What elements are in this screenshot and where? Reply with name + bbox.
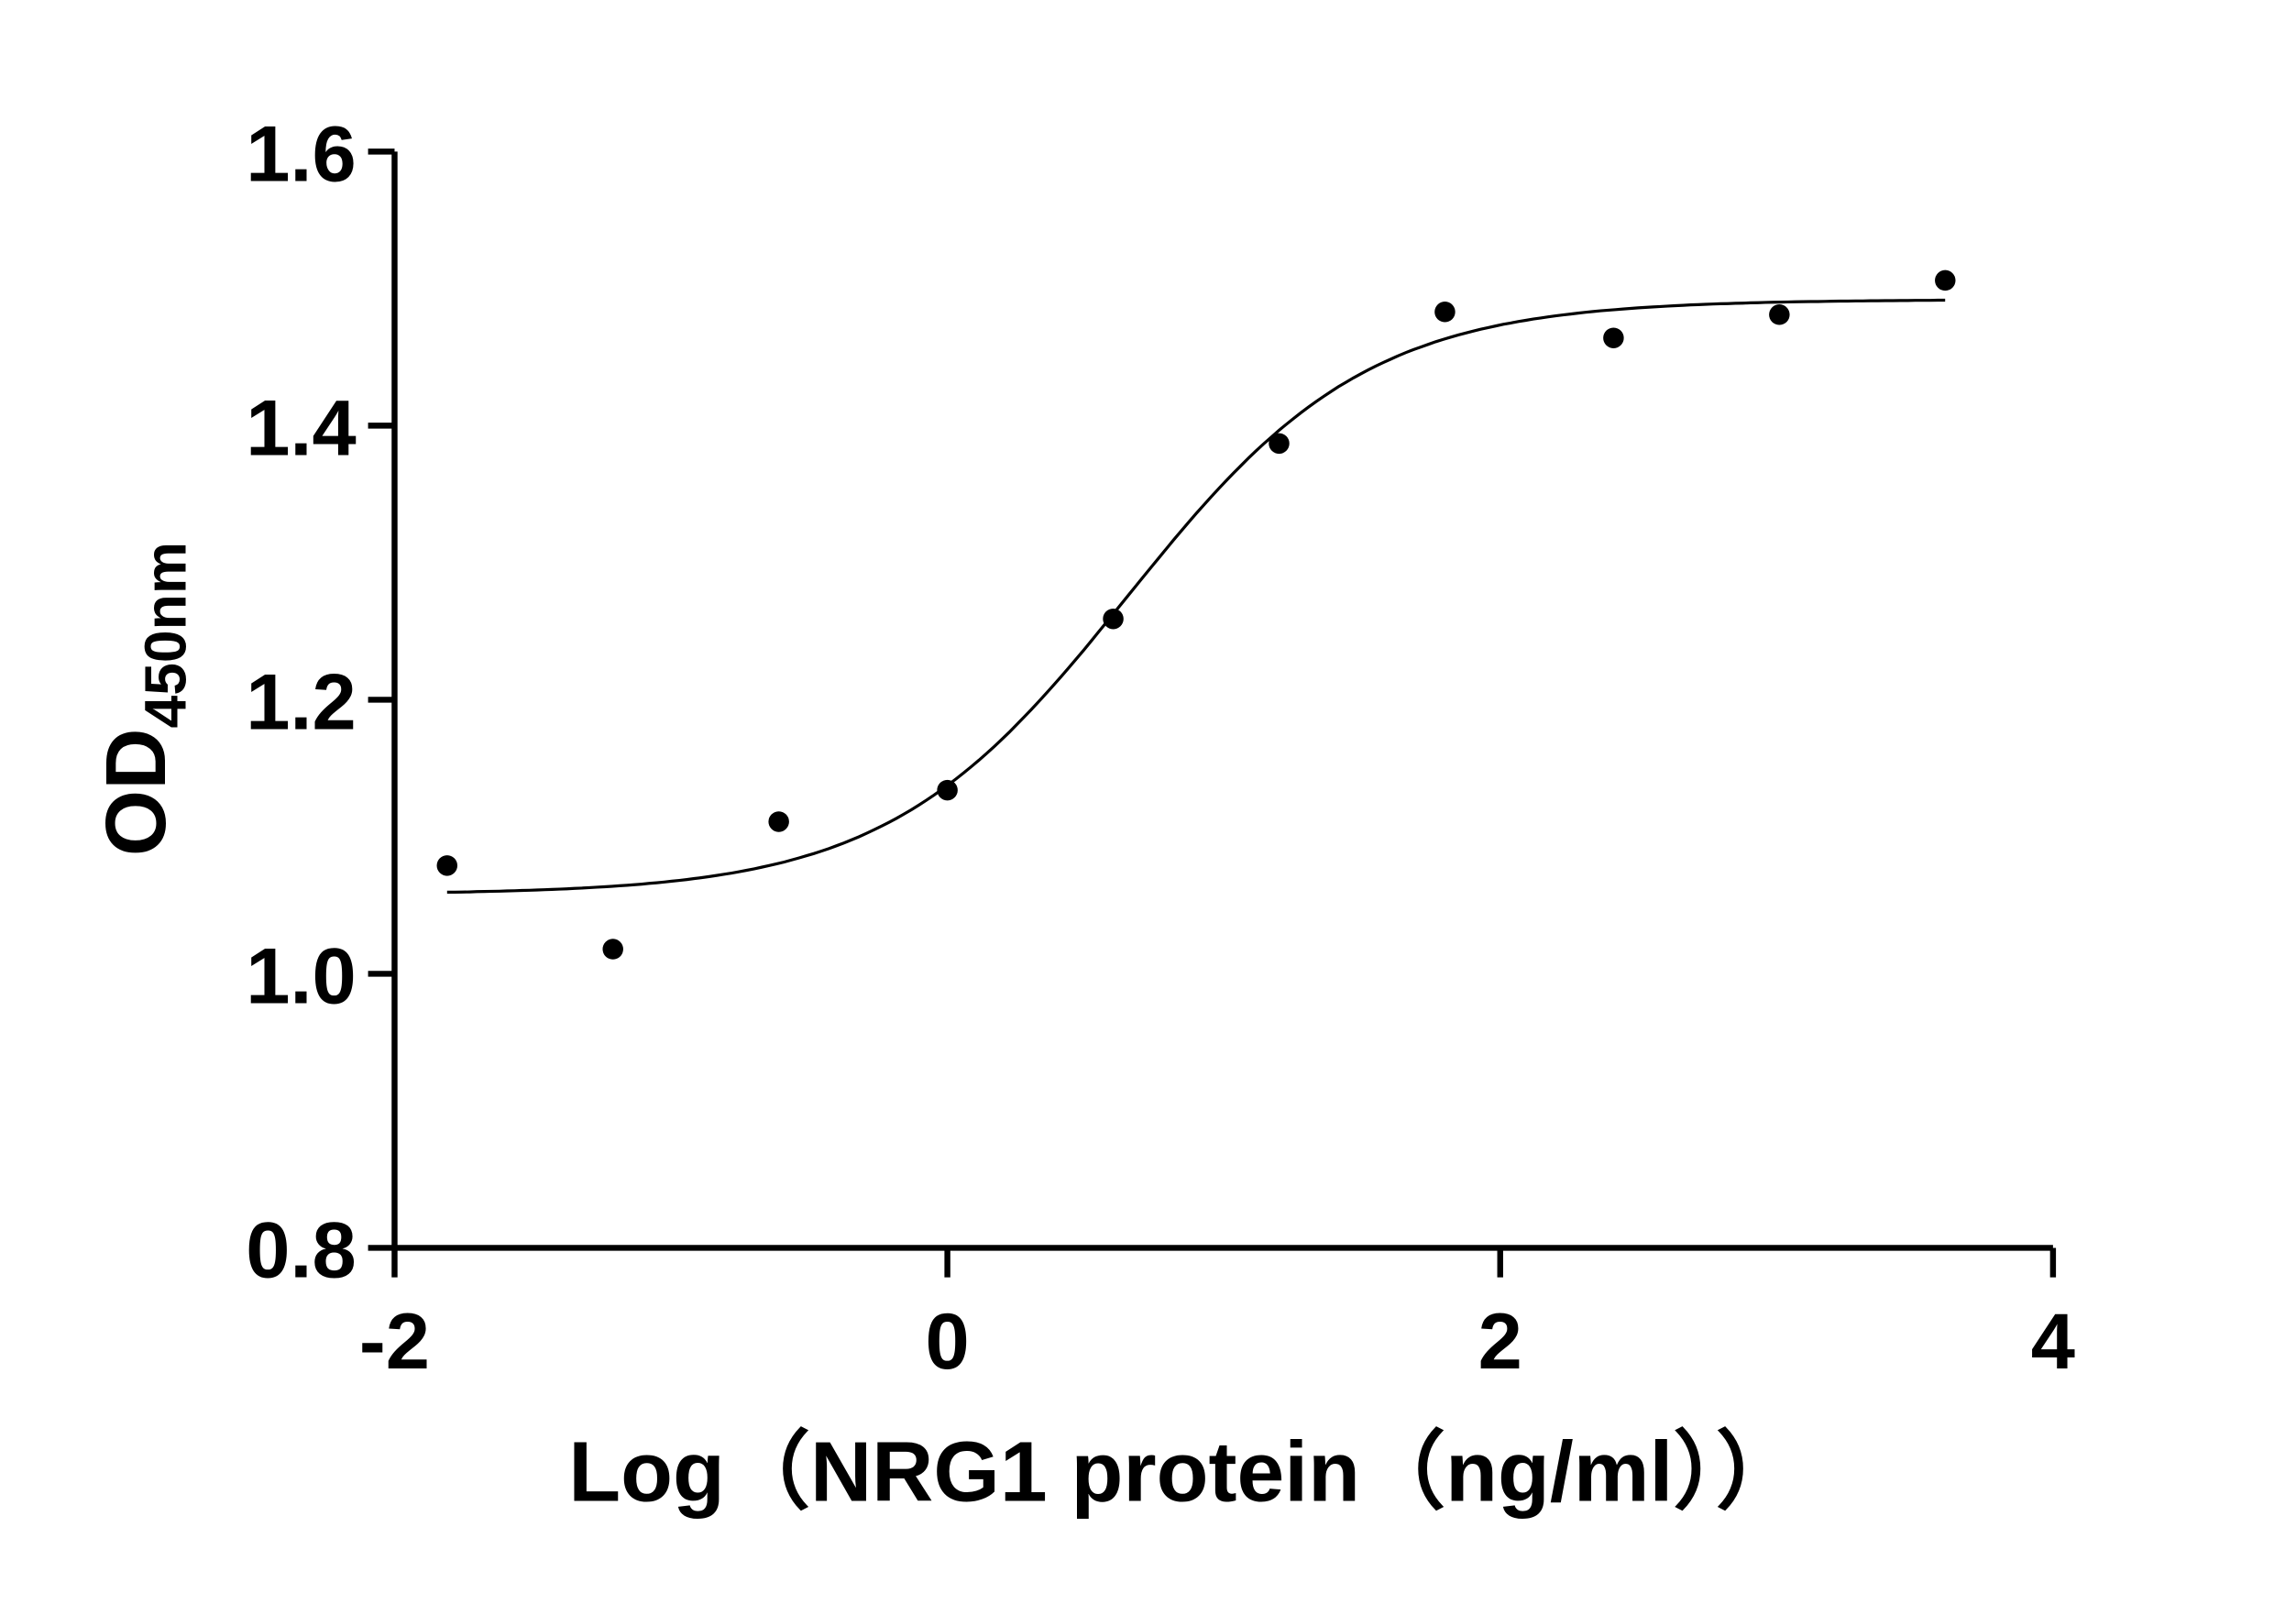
data-point <box>1935 269 1956 291</box>
y-tick-label: 0.8 <box>246 1207 357 1295</box>
y-axis-label-main: OD <box>88 729 183 857</box>
data-point <box>1603 327 1624 348</box>
x-tick-label: 2 <box>1478 1298 1522 1386</box>
y-axis-label-sub: 450nm <box>133 542 199 728</box>
data-points <box>436 269 1956 960</box>
data-point <box>602 939 623 960</box>
data-point <box>1769 304 1790 325</box>
x-tick-label: -2 <box>359 1298 430 1386</box>
y-tick-label: 1.4 <box>246 385 357 473</box>
y-axis-label: OD450nm <box>88 542 198 856</box>
data-point <box>937 779 958 801</box>
data-point <box>1434 302 1456 323</box>
x-axis-label: Log（NRG1 protein（ng/ml）） <box>568 1424 1801 1520</box>
y-tick-label: 1.6 <box>246 110 357 198</box>
x-tick-label: 4 <box>2031 1298 2075 1386</box>
data-point <box>768 811 789 832</box>
fit-curve <box>446 298 1946 895</box>
y-tick-label: 1.0 <box>246 933 357 1021</box>
data-point <box>436 855 458 876</box>
data-point <box>1103 608 1124 630</box>
y-tick-label: 1.2 <box>246 659 357 747</box>
axes: 0.8 1.0 1.2 1.4 1.6 -2 0 2 4 <box>246 110 2075 1386</box>
x-tick-label: 0 <box>926 1298 970 1386</box>
data-point <box>1269 433 1290 455</box>
